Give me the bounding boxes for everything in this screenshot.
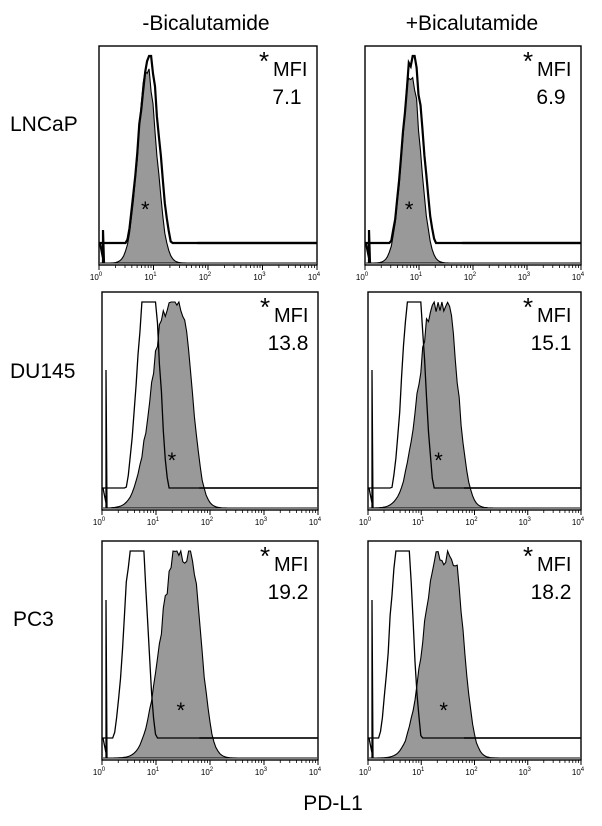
x-tick-label: 100 [359, 767, 372, 777]
mfi-asterisk: * [523, 541, 533, 571]
x-tick-label: 104 [572, 517, 585, 527]
x-tick-label: 100 [356, 272, 369, 282]
x-axis-label: PD-L1 [303, 792, 363, 815]
mfi-label: MFI [537, 59, 571, 81]
x-tick-label: 103 [518, 272, 531, 282]
x-tick-label: 101 [147, 517, 160, 527]
mfi-asterisk: * [523, 46, 533, 76]
x-tick-label: 101 [147, 767, 160, 777]
mfi-asterisk: * [523, 292, 533, 322]
peak-asterisk: * [439, 698, 448, 723]
mfi-value: 13.8 [268, 332, 309, 355]
x-tick-label: 104 [572, 767, 585, 777]
x-tick-label: 103 [519, 517, 532, 527]
x-tick-label: 101 [412, 517, 425, 527]
row-label-pc3: PC3 [13, 608, 54, 631]
mfi-label: MFI [537, 305, 571, 327]
x-tick-label: 103 [255, 517, 268, 527]
x-tick-label: 100 [93, 517, 106, 527]
x-tick-label: 102 [464, 272, 477, 282]
histogram-filled [369, 300, 580, 509]
x-tick-label: 101 [412, 767, 425, 777]
mfi-value: 18.2 [531, 581, 572, 604]
x-tick-label: 104 [572, 272, 585, 282]
column-title-plus-bicalutamide: +Bicalutamide [406, 12, 539, 35]
mfi-asterisk: * [259, 46, 269, 76]
x-tick-label: 103 [255, 767, 268, 777]
x-tick-label: 102 [201, 517, 214, 527]
histogram-filled [103, 300, 317, 509]
peak-asterisk: * [405, 197, 414, 222]
mfi-value: 7.1 [272, 86, 301, 109]
mfi-label: MFI [537, 554, 571, 576]
mfi-value: 15.1 [531, 332, 572, 355]
x-tick-label: 104 [309, 517, 322, 527]
mfi-label: MFI [274, 554, 308, 576]
row-label-du145: DU145 [10, 360, 75, 383]
mfi-value: 6.9 [536, 86, 565, 109]
x-tick-label: 104 [309, 767, 322, 777]
x-tick-label: 100 [90, 272, 103, 282]
row-label-lncap: LNCaP [10, 113, 78, 136]
x-tick-label: 101 [410, 272, 423, 282]
mfi-asterisk: * [260, 541, 270, 571]
x-tick-label: 103 [253, 272, 266, 282]
x-tick-label: 102 [199, 272, 212, 282]
peak-asterisk: * [177, 698, 186, 723]
mfi-label: MFI [274, 305, 308, 327]
mfi-value: 19.2 [268, 581, 309, 604]
mfi-asterisk: * [260, 292, 270, 322]
x-tick-label: 103 [519, 767, 532, 777]
x-tick-label: 100 [93, 767, 106, 777]
peak-asterisk: * [168, 448, 177, 473]
mfi-label: MFI [273, 59, 307, 81]
x-tick-label: 100 [359, 517, 372, 527]
x-tick-label: 102 [201, 767, 214, 777]
x-tick-label: 102 [465, 517, 478, 527]
x-tick-label: 104 [308, 272, 321, 282]
peak-asterisk: * [434, 448, 443, 473]
x-tick-label: 101 [144, 272, 157, 282]
column-title-minus-bicalutamide: -Bicalutamide [142, 12, 269, 35]
peak-asterisk: * [141, 197, 150, 222]
x-tick-label: 102 [465, 767, 478, 777]
histogram-filled [103, 549, 317, 759]
